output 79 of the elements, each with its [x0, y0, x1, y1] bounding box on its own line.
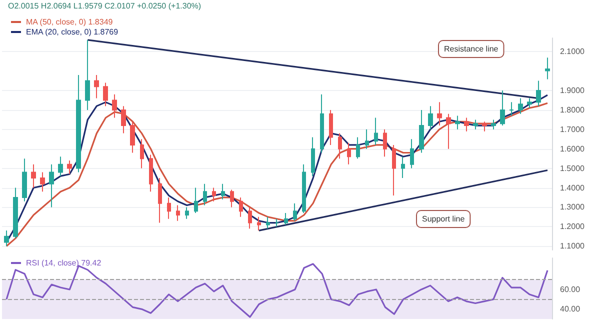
y-tick-label: 1.6000: [560, 144, 586, 154]
candlestick: [401, 156, 405, 179]
candlestick: [275, 218, 279, 228]
y-tick-label: 1.5000: [560, 164, 586, 173]
candlestick: [103, 82, 108, 107]
candlestick: [473, 119, 478, 130]
legend-label: RSI (14, close) 79.42: [26, 258, 102, 268]
y-tick-label: 1.8000: [560, 105, 586, 114]
y-tick-label: 1.9000: [560, 86, 586, 96]
candlestick: [67, 160, 72, 175]
candlestick: [527, 98, 532, 109]
candlestick: [185, 206, 189, 220]
candlestick: [284, 212, 288, 226]
candlestick: [85, 39, 90, 110]
y-tick-label: 60.00: [560, 284, 581, 294]
candlestick: [311, 136, 315, 177]
candlestick: [130, 121, 135, 154]
candlestick: [266, 216, 270, 230]
candlestick: [437, 102, 442, 126]
candlestick: [482, 121, 487, 132]
y-tick-label: 1.4000: [560, 183, 586, 192]
candlestick: [176, 204, 180, 222]
candlestick: [13, 187, 18, 239]
candlestick: [455, 115, 460, 130]
candlestick: [464, 117, 469, 132]
legend-label: EMA (20, close, 0) 1.8769: [26, 28, 119, 36]
candlestick: [365, 128, 369, 150]
y-tick-label: 2.1000: [560, 47, 586, 56]
candlestick: [239, 196, 243, 218]
candlestick: [248, 206, 252, 230]
legend-label: MA (50, close, 0) 1.8349: [26, 18, 114, 26]
candlestick: [167, 196, 171, 220]
candlestick: [329, 109, 333, 146]
candlestick: [76, 74, 81, 173]
candlestick: [509, 102, 514, 116]
annotation: Support line: [422, 214, 466, 224]
annotation: Resistance line: [444, 44, 499, 54]
candlestick: [491, 119, 496, 130]
candlestick: [4, 230, 9, 247]
candlestick: [257, 216, 261, 232]
candlestick: [203, 183, 207, 206]
candlestick: [58, 156, 63, 177]
candlestick: [347, 142, 351, 165]
candlestick: [410, 138, 414, 169]
candlestick: [392, 144, 396, 196]
candlestick: [112, 94, 117, 118]
candlestick: [419, 109, 424, 154]
candlestick: [40, 172, 45, 192]
y-tick-label: 1.3000: [560, 202, 586, 212]
candlestick: [49, 164, 54, 208]
candlestick: [374, 117, 378, 146]
candlestick: [302, 164, 306, 214]
candlestick: [356, 136, 360, 160]
candlestick: [31, 164, 36, 188]
candlestick: [446, 113, 451, 150]
candlestick: [149, 154, 153, 192]
y-tick-label: 1.7000: [560, 124, 586, 134]
candlestick: [320, 94, 324, 154]
y-tick-label: 1.1000: [560, 242, 586, 251]
candlestick: [293, 202, 297, 222]
candlestick: [500, 90, 505, 126]
candlestick: [545, 57, 550, 80]
candlestick: [221, 183, 225, 200]
candlestick: [22, 158, 27, 202]
text: O2.0015 H2.0694 L1.9579 C2.0107 +0.0250 (+1.30%): [8, 2, 202, 10]
candlestick: [383, 128, 387, 158]
candlestick: [121, 106, 126, 134]
candlestick: [212, 187, 216, 202]
candlestick: [140, 138, 144, 169]
candlestick: [158, 178, 162, 224]
candlestick: [536, 80, 541, 107]
candlestick: [518, 98, 523, 114]
y-tick-label: 1.2000: [560, 222, 586, 232]
candlestick: [428, 106, 433, 130]
y-tick-label: 40.00: [560, 304, 581, 314]
candlestick: [230, 189, 234, 208]
candlestick: [94, 74, 99, 99]
candlestick: [338, 132, 342, 160]
candlestick: [194, 187, 198, 214]
